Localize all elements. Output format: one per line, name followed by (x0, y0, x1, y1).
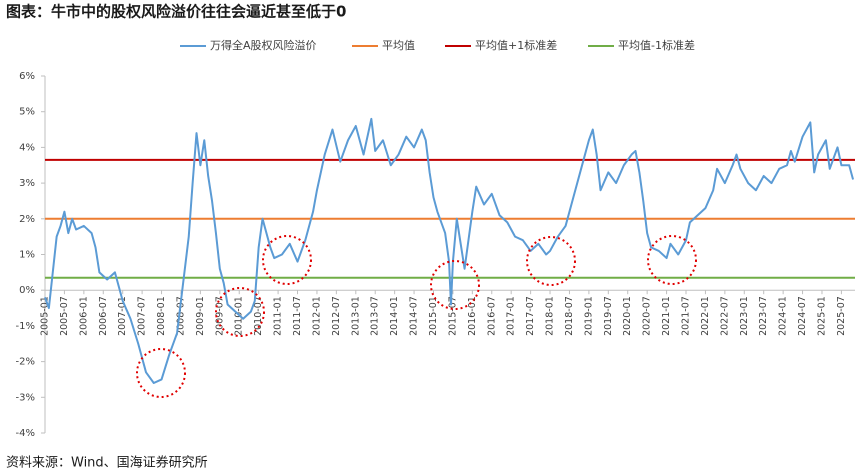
highlight-circle (647, 235, 697, 285)
x-tick-label: 2015-01 (428, 296, 439, 336)
x-tick-label: 2021-01 (661, 296, 672, 336)
x-tick-label: 2014-01 (389, 296, 400, 336)
x-tick-label: 2025-01 (816, 296, 827, 336)
y-tick-label: 3% (19, 178, 35, 189)
y-tick-label: 4% (19, 142, 35, 153)
legend-label: 万得全A股权风险溢价 (210, 38, 317, 52)
x-tick-label: 2013-01 (350, 296, 361, 336)
source: 资料来源：Wind、国海证券研究所 (6, 455, 208, 471)
x-tick-label: 2018-01 (545, 296, 556, 336)
y-tick-label: 0% (19, 285, 35, 296)
legend-label: 平均值 (382, 39, 415, 52)
x-tick-label: 2019-01 (583, 296, 594, 336)
x-tick-label: 2022-01 (700, 296, 711, 336)
y-tick-label: -2% (16, 357, 35, 368)
data-line (44, 117, 855, 385)
y-tick-label: -3% (16, 392, 35, 403)
x-tick-label: 2017-07 (525, 296, 536, 336)
x-tick-label: 2015-07 (447, 296, 458, 336)
y-tick-label: 6% (19, 71, 35, 82)
x-tick-label: 2014-07 (409, 296, 420, 336)
x-tick-label: 2016-07 (486, 296, 497, 336)
x-tick-label: 2023-07 (758, 296, 769, 336)
x-tick-label: 2023-01 (739, 296, 750, 336)
x-tick-label: 2025-07 (836, 296, 847, 336)
y-tick-label: 5% (19, 107, 35, 118)
highlight-circle (215, 287, 265, 337)
x-tick-label: 2020-07 (642, 296, 653, 336)
chart-title: 图表：牛市中的股权风险溢价往往会逼近甚至低于0 (6, 3, 346, 21)
x-tick-label: 2009-01 (195, 296, 206, 336)
highlight-circle (430, 260, 480, 310)
annotations (136, 235, 697, 398)
x-tick-label: 2024-07 (797, 296, 808, 336)
x-tick-label: 2007-07 (137, 296, 148, 336)
x-tick-label: 2012-07 (331, 296, 342, 336)
x-tick-label: 2020-01 (622, 296, 633, 336)
x-tick-label: 2006-01 (78, 296, 89, 336)
x-tick-label: 2005-07 (59, 296, 70, 336)
x-tick-label: 2024-01 (778, 296, 789, 336)
x-tick-label: 2006-07 (98, 296, 109, 336)
x-tick-label: 2019-07 (603, 296, 614, 336)
x-tick-label: 2008-07 (175, 296, 186, 336)
x-tick-label: 2022-07 (719, 296, 730, 336)
x-tick-label: 2016-01 (467, 296, 478, 336)
x-tick-label: 2009-07 (214, 296, 225, 336)
highlight-circle (262, 235, 312, 285)
x-tick-label: 2010-07 (253, 296, 264, 336)
highlight-circle (136, 348, 186, 398)
x-tick-label: 2012-01 (311, 296, 322, 336)
y-tick-label: 1% (19, 250, 35, 261)
x-tick-label: 2011-07 (292, 296, 303, 336)
x-tick-label: 2013-07 (370, 296, 381, 336)
x-tick-label: 2007-01 (117, 296, 128, 336)
highlight-circle (526, 236, 576, 286)
y-tick-label: 2% (19, 214, 35, 225)
x-tick-label: 2021-07 (681, 296, 692, 336)
legend-label: 平均值-1标准差 (618, 38, 695, 52)
x-tick-label: 2011-01 (273, 296, 284, 336)
x-tick-label: 2018-07 (564, 296, 575, 336)
x-tick-label: 2017-01 (506, 296, 517, 336)
y-tick-label: -4% (16, 428, 35, 439)
x-tick-label: 2005-01 (40, 296, 51, 336)
y-tick-label: -1% (16, 321, 35, 332)
legend-label: 平均值+1标准差 (475, 38, 557, 52)
x-tick-label: 2008-01 (156, 296, 167, 336)
